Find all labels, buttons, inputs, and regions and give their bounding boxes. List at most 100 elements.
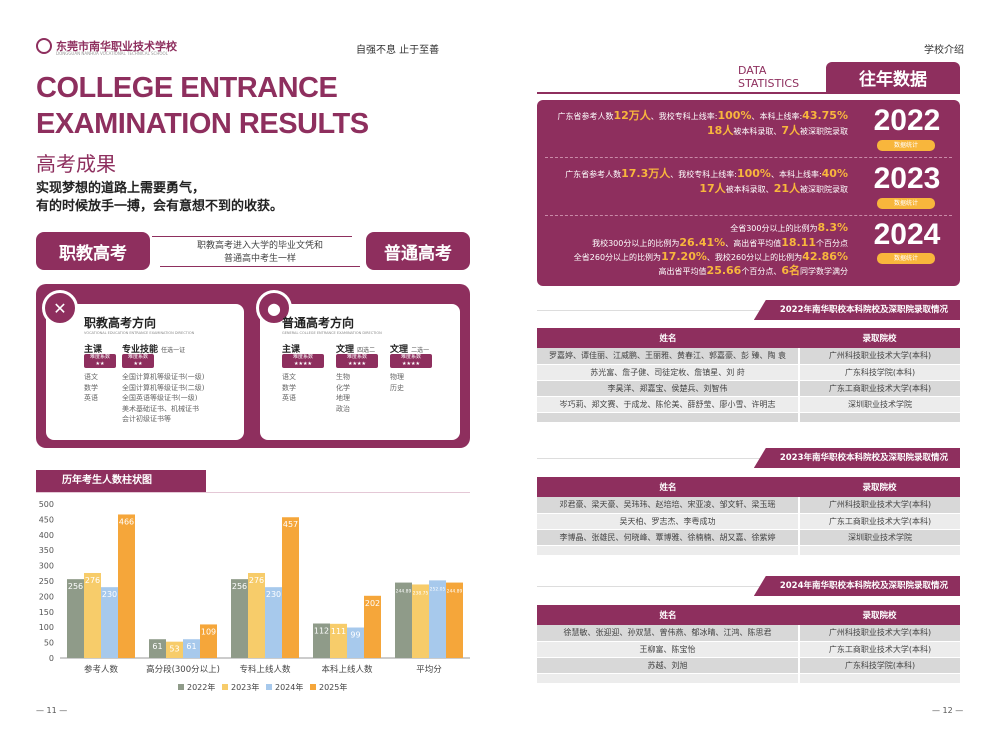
general-exam-pill: 普通高考	[366, 232, 470, 270]
vocational-card: ✕ 职教高考方向 VOCATIONAL EDUCATION ENTRANCE E…	[42, 290, 244, 440]
data-label: 53	[169, 645, 179, 654]
cert-list: 全国计算机等级证书(一级) 全国计算机等级证书(二级) 全国英语等级证书(一级) 美术…	[122, 373, 205, 423]
bar	[282, 517, 299, 658]
data-statistics-label: DATA STATISTICS	[738, 64, 800, 90]
data-label: 276	[249, 576, 264, 585]
difficulty-badge: 难度系数 ★★★★	[282, 354, 324, 368]
school-name: 东莞市南华职业技术学校	[56, 40, 177, 53]
data-label: 256	[232, 582, 247, 591]
school-logo: 东莞市南华职业技术学校	[36, 38, 177, 54]
yearly-stats-panel: 广东省参考人数12万人、我校专科上线率:100%、本科上线率:43.75% 18…	[537, 100, 960, 286]
table-row: 邓君豪、梁天豪、吴玮玮、赵培培、宋亚凌、邹文轩、梁玉瑶 广州科技职业技术大学(本科…	[537, 497, 960, 514]
pill-note-line: 普通高中考生一样	[223, 254, 296, 264]
table-row	[537, 673, 960, 684]
difficulty-badge: 难度系数 ★★★★	[336, 354, 378, 368]
col-header: 录取院校	[799, 328, 960, 348]
table-caption-2024: 2024年南华职校本科院校及深职院录取情况	[753, 576, 960, 596]
bar	[429, 580, 446, 658]
general-title: 普通高考方向	[282, 316, 355, 330]
subject-list: 生物 化学 地理 政治	[336, 373, 350, 413]
table-caption-2023: 2023年南华职校本科院校及深职院录取情况	[753, 448, 960, 468]
admissions-table-2024: 姓名 录取院校 徐慧敏、张迎迎、孙双慧、曾伟燕、郁冰晴、江鸿、陈思君 广州科技职业技…	[537, 605, 960, 684]
col-head: 主课	[282, 345, 301, 355]
stats-badge: 数据统计	[877, 140, 935, 151]
caption-rule	[537, 586, 960, 587]
admissions-table-2023: 姓名 录取院校 邓君豪、梁天豪、吴玮玮、赵培培、宋亚凌、邹文轩、梁玉瑶 广州科技职业…	[537, 477, 960, 556]
data-label: 244.89	[396, 589, 412, 595]
stats-2024-line2: 我校300分以上的比例为26.41%、高出省平均值18.11个百分点	[592, 236, 848, 249]
chart-title: 历年考生人数柱状图	[36, 470, 206, 492]
legend-label: 2022年	[187, 682, 215, 692]
page-title-line2: EXAMINATION RESULTS	[36, 108, 369, 140]
y-tick-label: 350	[39, 546, 54, 555]
page-number: — 12 —	[932, 706, 964, 715]
subject-list: 物理 历史	[390, 373, 404, 392]
bar	[84, 572, 101, 658]
table-row	[537, 545, 960, 556]
data-label: 109	[201, 627, 216, 636]
table-row: 李博晶、张雄民、何晓峰、覃博雅、徐楠楠、胡又嘉、徐紫婷 深圳职业技术学院	[537, 529, 960, 546]
year-2022: 2022	[873, 104, 941, 137]
table-row: 苏越、刘旭 广东科技学院(本科)	[537, 657, 960, 674]
caption-rule	[537, 458, 960, 459]
col-head: 专业技能 任选一证	[122, 345, 186, 355]
data-label: 276	[85, 576, 100, 585]
y-tick-label: 300	[39, 562, 54, 571]
data-label: 202	[365, 599, 380, 608]
general-subtitle: GENERAL COLLEGE ENTRANCE EXAMINATION DIR…	[282, 331, 382, 335]
data-label: 466	[119, 517, 134, 526]
table-row: 罗嘉婷、谭佳丽、江威鹏、王丽雅、黄春江、郭嘉豪、彭 臻、陶 袁广州科技职业技术大…	[537, 348, 960, 365]
table-caption-2022: 2022年南华职校本科院校及深职院录取情况	[753, 300, 960, 320]
stats-badge: 数据统计	[877, 253, 935, 264]
table-row: 吴天柏、罗志杰、李粤成功 广东工商职业技术大学(本科)	[537, 513, 960, 530]
school-slogan: 自强不息 止于至善	[356, 45, 440, 56]
bar	[183, 639, 200, 658]
legend-swatch	[310, 684, 316, 690]
bar-chart: 0501001502002503003504004505002562762304…	[39, 500, 470, 692]
col-head: 主课	[84, 345, 103, 355]
y-tick-label: 400	[39, 531, 54, 540]
bar	[149, 639, 166, 658]
legend-label: 2025年	[319, 682, 347, 692]
col-header: 姓名	[537, 477, 799, 497]
stats-2024-line3: 全省260分以上的比例为17.20%、我校260分以上的比例为42.86%	[573, 250, 848, 263]
data-label: 238.75	[413, 590, 429, 596]
y-tick-label: 0	[49, 654, 54, 663]
bar	[200, 624, 217, 658]
data-label: 230	[102, 590, 117, 599]
people-icon: ●	[256, 290, 292, 326]
legend-swatch	[222, 684, 228, 690]
arrow-line	[160, 266, 360, 267]
x-tick-label: 高分段(300分以上)	[146, 664, 220, 675]
legend-swatch	[266, 684, 272, 690]
quote-line: 实现梦想的道路上需要勇气，	[36, 181, 206, 196]
legend-label: 2024年	[275, 682, 303, 692]
y-tick-label: 500	[39, 500, 54, 509]
table-row	[537, 412, 960, 423]
bar	[231, 579, 248, 658]
stats-2022-line2: 18人被本科录取、7人被深职院录取	[707, 124, 848, 137]
col-header: 姓名	[537, 605, 799, 625]
bar	[118, 514, 135, 658]
data-label: 457	[283, 520, 298, 529]
data-label: 112	[314, 627, 329, 636]
subject-list: 语文 数学 英语	[282, 373, 296, 402]
pill-note: 职教高考进入大学的毕业文凭和 普通高中考生一样	[160, 240, 360, 266]
admissions-table-2022: 姓名 录取院校 罗嘉婷、谭佳丽、江威鹏、王丽雅、黄春江、郭嘉豪、彭 臻、陶 袁广州…	[537, 328, 960, 423]
stats-2022-line1: 广东省参考人数12万人、我校专科上线率:100%、本科上线率:43.75%	[557, 109, 848, 122]
stats-2023-line2: 17人被本科录取、21人被深职院录取	[699, 182, 848, 195]
subject-list: 语文 数学 英语	[84, 373, 98, 402]
stats-2023-line1: 广东省参考人数17.3万人、我校专科上线率:100%、本科上线率:40%	[565, 167, 848, 180]
bar	[265, 587, 282, 658]
quote: 实现梦想的道路上需要勇气， 有的时候放手一搏，会有意想不到的收获。	[36, 180, 283, 216]
school-emblem-icon	[36, 38, 52, 54]
bar	[364, 595, 381, 658]
table-row: 李昊洋、郑嘉宝、侯楚兵、刘智伟 广东工商职业技术大学(本科)	[537, 380, 960, 397]
direction-panel: ✕ 职教高考方向 VOCATIONAL EDUCATION ENTRANCE E…	[36, 284, 470, 448]
difficulty-badge: 难度系数 ★★★★	[390, 354, 432, 368]
page-title-line1: COLLEGE ENTRANCE	[36, 72, 338, 104]
legend-label: 2023年	[231, 682, 259, 692]
vocational-subtitle: VOCATIONAL EDUCATION ENTRANCE EXAMINATIO…	[84, 331, 195, 335]
bar	[446, 582, 463, 658]
year-2024: 2024	[873, 218, 941, 251]
